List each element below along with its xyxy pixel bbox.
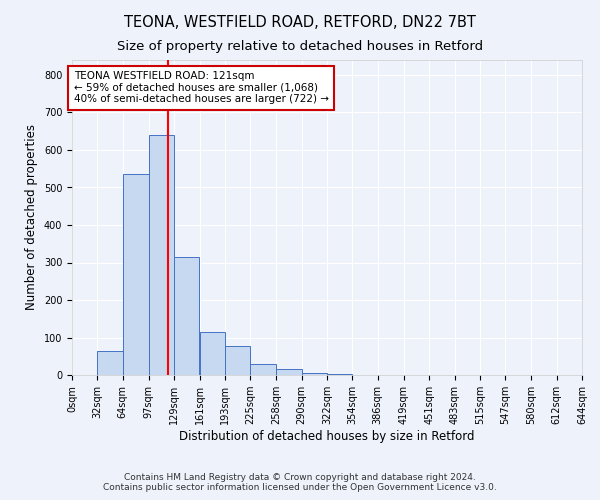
Text: TEONA, WESTFIELD ROAD, RETFORD, DN22 7BT: TEONA, WESTFIELD ROAD, RETFORD, DN22 7BT xyxy=(124,15,476,30)
X-axis label: Distribution of detached houses by size in Retford: Distribution of detached houses by size … xyxy=(179,430,475,443)
Text: Size of property relative to detached houses in Retford: Size of property relative to detached ho… xyxy=(117,40,483,53)
Bar xyxy=(225,346,250,375)
Y-axis label: Number of detached properties: Number of detached properties xyxy=(25,124,38,310)
Text: TEONA WESTFIELD ROAD: 121sqm
← 59% of detached houses are smaller (1,068)
40% of: TEONA WESTFIELD ROAD: 121sqm ← 59% of de… xyxy=(74,71,329,104)
Bar xyxy=(122,174,149,375)
Bar xyxy=(174,257,199,375)
Bar xyxy=(302,373,327,375)
Bar xyxy=(149,135,174,375)
Bar xyxy=(97,350,122,375)
Bar xyxy=(199,332,225,375)
Text: Contains HM Land Registry data © Crown copyright and database right 2024.
Contai: Contains HM Land Registry data © Crown c… xyxy=(103,473,497,492)
Bar xyxy=(327,374,352,375)
Bar xyxy=(277,370,302,375)
Bar xyxy=(250,364,277,375)
